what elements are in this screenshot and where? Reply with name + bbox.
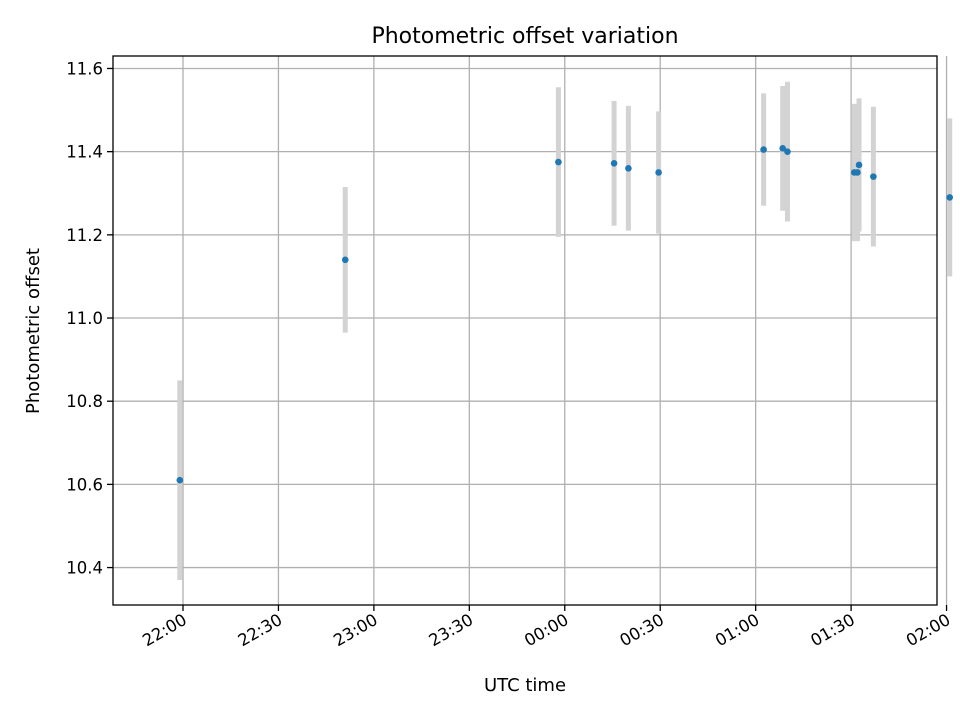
grid-lines: [113, 56, 948, 605]
x-tick-label: 00:30: [617, 610, 668, 650]
data-point: [655, 169, 662, 176]
data-point: [854, 169, 861, 176]
plot-frame: [112, 55, 938, 606]
x-tick-label: 02:00: [903, 610, 954, 650]
y-tick-label: 11.0: [66, 309, 103, 328]
y-tick-label: 10.8: [66, 392, 103, 411]
y-axis-label: Photometric offset: [23, 248, 44, 414]
y-tick-label: 11.2: [66, 226, 103, 245]
data-points: [176, 145, 954, 484]
y-tick-label: 10.6: [66, 475, 103, 494]
x-tick-label: 22:30: [235, 610, 286, 650]
data-point: [176, 476, 184, 484]
y-tick-label: 11.4: [66, 143, 103, 162]
data-point: [760, 146, 767, 153]
x-tick-label: 23:30: [426, 610, 477, 650]
data-point: [855, 161, 863, 169]
y-tick-label: 11.6: [66, 59, 103, 78]
x-tick-label: 00:00: [521, 610, 572, 650]
x-axis-label: UTC time: [484, 675, 566, 696]
data-point: [610, 160, 618, 167]
data-point: [946, 194, 954, 201]
x-tick-label: 01:30: [807, 610, 858, 650]
x-axis-ticks: 22:00 22:30 23:00 23:30 00:00 00:30 01:00 01:30…: [139, 605, 954, 650]
data-point: [784, 148, 791, 155]
data-point: [870, 173, 877, 180]
x-tick-label: 23:00: [330, 610, 381, 650]
x-tick-label: 01:00: [712, 610, 763, 650]
data-point: [779, 145, 786, 152]
data-point: [555, 158, 562, 166]
y-axis-ticks: 10.4 10.6 10.8 11.0 11.2 11.4 11.6: [66, 59, 113, 578]
data-point: [625, 164, 632, 172]
chart-title: Photometric offset variation: [371, 24, 678, 49]
y-tick-label: 10.4: [66, 559, 103, 578]
data-point: [341, 256, 349, 264]
x-tick-label: 22:00: [139, 610, 190, 650]
